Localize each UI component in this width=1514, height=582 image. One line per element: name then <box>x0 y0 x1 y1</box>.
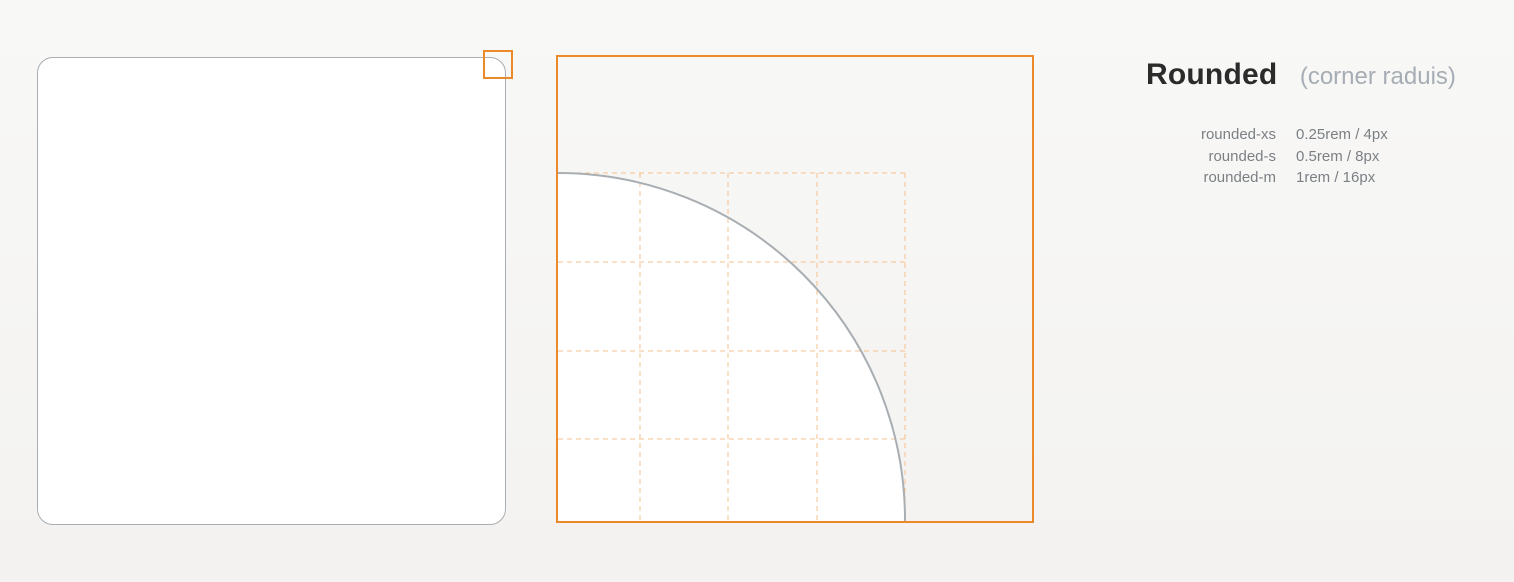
token-row: rounded-m 1rem / 16px <box>1146 167 1486 189</box>
zoomed-corner-frame <box>556 55 1034 523</box>
legend-title: Rounded <box>1146 58 1278 91</box>
token-row: rounded-xs 0.25rem / 4px <box>1146 124 1486 146</box>
token-value: 0.5rem / 8px <box>1296 147 1380 165</box>
token-name: rounded-s <box>1208 147 1276 165</box>
token-table: rounded-xs 0.25rem / 4px rounded-s 0.5re… <box>1146 124 1486 189</box>
legend-subtitle: (corner raduis) <box>1299 63 1456 90</box>
token-row: rounded-s 0.5rem / 8px <box>1146 146 1486 168</box>
token-value: 1rem / 16px <box>1296 169 1376 186</box>
zoomed-corner-fill <box>558 173 906 521</box>
zoomed-corner-diagram <box>558 172 907 521</box>
grid-lines <box>558 172 906 521</box>
corner-highlight-marker <box>483 50 513 79</box>
rounded-legend: Rounded (corner raduis) <box>1146 58 1486 92</box>
rounded-sample-card <box>37 57 506 525</box>
token-name: rounded-m <box>1203 169 1276 186</box>
token-name: rounded-xs <box>1200 126 1276 143</box>
zoomed-corner-arc <box>558 172 907 521</box>
token-value: 0.25rem / 4px <box>1296 126 1388 143</box>
